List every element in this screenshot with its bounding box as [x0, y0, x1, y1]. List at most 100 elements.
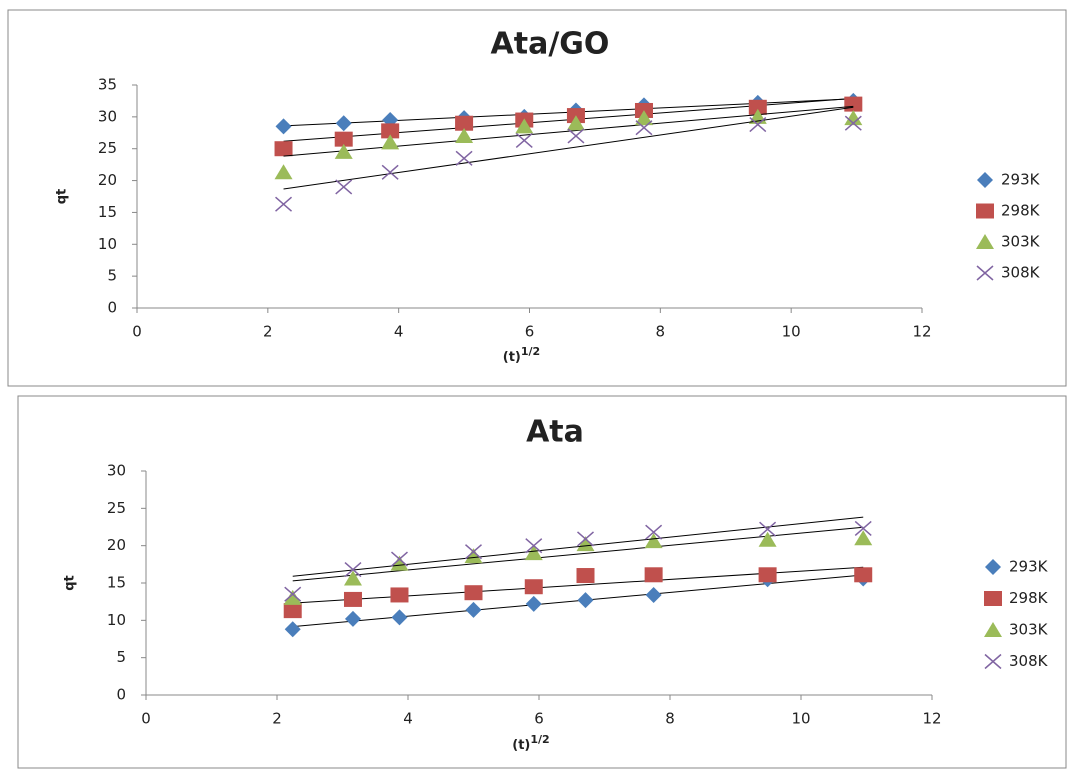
- trend-line: [283, 106, 854, 190]
- x-tick-label: 8: [656, 323, 666, 341]
- marker-triangle: [854, 530, 873, 546]
- y-tick-label: 30: [98, 107, 117, 125]
- marker-diamond: [382, 112, 399, 129]
- marker-diamond: [344, 610, 361, 627]
- x-tick-label: 12: [922, 710, 941, 728]
- marker-triangle: [381, 134, 400, 150]
- marker-triangle: [644, 533, 663, 549]
- y-tick-label: 10: [98, 235, 117, 253]
- marker-triangle: [455, 127, 474, 143]
- legend-label: 308K: [1001, 264, 1041, 282]
- marker-cross: [635, 120, 653, 136]
- y-tick-label: 30: [107, 462, 126, 480]
- marker-cross: [344, 561, 362, 578]
- marker-diamond: [391, 609, 408, 626]
- marker-cross: [577, 531, 594, 547]
- marker-cross: [455, 150, 473, 166]
- y-tick-label: 35: [98, 76, 117, 94]
- x-tick-label: 10: [782, 323, 801, 341]
- marker-square: [748, 99, 767, 115]
- y-tick-label: 20: [107, 536, 126, 554]
- marker-triangle: [274, 164, 293, 180]
- marker-cross: [275, 196, 293, 212]
- marker-triangle: [566, 115, 585, 131]
- marker-square: [976, 203, 994, 219]
- marker-cross: [335, 179, 353, 195]
- marker-square: [274, 141, 293, 157]
- marker-square: [576, 568, 595, 584]
- marker-square: [464, 585, 483, 601]
- marker-triangle: [464, 548, 483, 564]
- x-axis-label: (t)1/2: [512, 733, 549, 753]
- legend-label: 303K: [1001, 233, 1041, 251]
- y-tick-label: 25: [107, 499, 126, 517]
- legend-label: 298K: [1001, 202, 1041, 220]
- marker-triangle: [758, 531, 777, 547]
- marker-square: [524, 579, 543, 595]
- marker-cross: [844, 115, 862, 131]
- marker-diamond: [335, 115, 352, 132]
- x-tick-label: 6: [534, 710, 544, 728]
- marker-square: [854, 567, 873, 583]
- marker-diamond: [977, 172, 993, 188]
- marker-cross: [749, 116, 767, 133]
- marker-cross: [381, 164, 399, 180]
- marker-triangle: [390, 555, 409, 571]
- marker-square: [844, 96, 863, 112]
- y-tick-label: 0: [107, 299, 117, 317]
- y-axis-label: qt: [55, 189, 70, 205]
- marker-triangle: [984, 622, 1002, 637]
- marker-triangle: [283, 589, 302, 605]
- marker-triangle: [334, 143, 353, 159]
- x-tick-label: 4: [394, 323, 404, 341]
- x-axis-label-sup: 1/2: [521, 345, 540, 358]
- marker-diamond: [985, 559, 1001, 575]
- y-tick-label: 5: [107, 267, 117, 285]
- legend-label: 303K: [1009, 621, 1049, 639]
- marker-cross: [525, 538, 543, 554]
- marker-diamond: [465, 601, 482, 618]
- y-tick-label: 0: [116, 686, 126, 704]
- marker-cross: [567, 128, 585, 144]
- marker-cross: [976, 265, 994, 281]
- marker-triangle: [524, 545, 543, 561]
- y-tick-label: 10: [107, 611, 126, 629]
- legend-label: 293K: [1001, 171, 1041, 189]
- marker-diamond: [284, 621, 301, 638]
- marker-square: [390, 587, 409, 603]
- legend-label: 293K: [1009, 558, 1049, 576]
- marker-cross: [284, 586, 302, 602]
- marker-diamond: [645, 586, 662, 603]
- marker-square: [455, 115, 474, 131]
- chart-title: Ata/GO: [491, 27, 610, 62]
- x-tick-label: 10: [791, 710, 810, 728]
- x-tick-label: 0: [141, 710, 151, 728]
- marker-cross: [854, 520, 872, 537]
- x-tick-label: 6: [525, 323, 535, 341]
- chart-frame: [7, 9, 1067, 387]
- marker-triangle: [515, 118, 534, 134]
- marker-diamond: [275, 118, 292, 135]
- marker-square: [381, 123, 400, 139]
- trend-line: [292, 516, 864, 577]
- x-axis-label-sup: 1/2: [530, 733, 549, 746]
- y-tick-label: 5: [116, 648, 126, 666]
- y-tick-label: 25: [98, 139, 117, 157]
- marker-triangle: [844, 110, 863, 126]
- x-tick-label: 2: [263, 323, 273, 341]
- marker-cross: [984, 653, 1002, 670]
- marker-triangle: [343, 570, 362, 586]
- legend-label: 298K: [1009, 589, 1049, 607]
- x-axis-label: (t)1/2: [503, 345, 540, 365]
- y-tick-label: 15: [107, 574, 126, 592]
- x-axis-label-base: (t): [503, 350, 521, 365]
- x-tick-label: 4: [403, 710, 413, 728]
- marker-cross: [645, 524, 663, 540]
- marker-triangle: [976, 234, 994, 249]
- x-tick-label: 0: [132, 323, 142, 341]
- x-tick-label: 2: [272, 710, 282, 728]
- marker-cross: [390, 551, 408, 567]
- marker-triangle: [634, 110, 653, 126]
- x-tick-label: 8: [665, 710, 675, 728]
